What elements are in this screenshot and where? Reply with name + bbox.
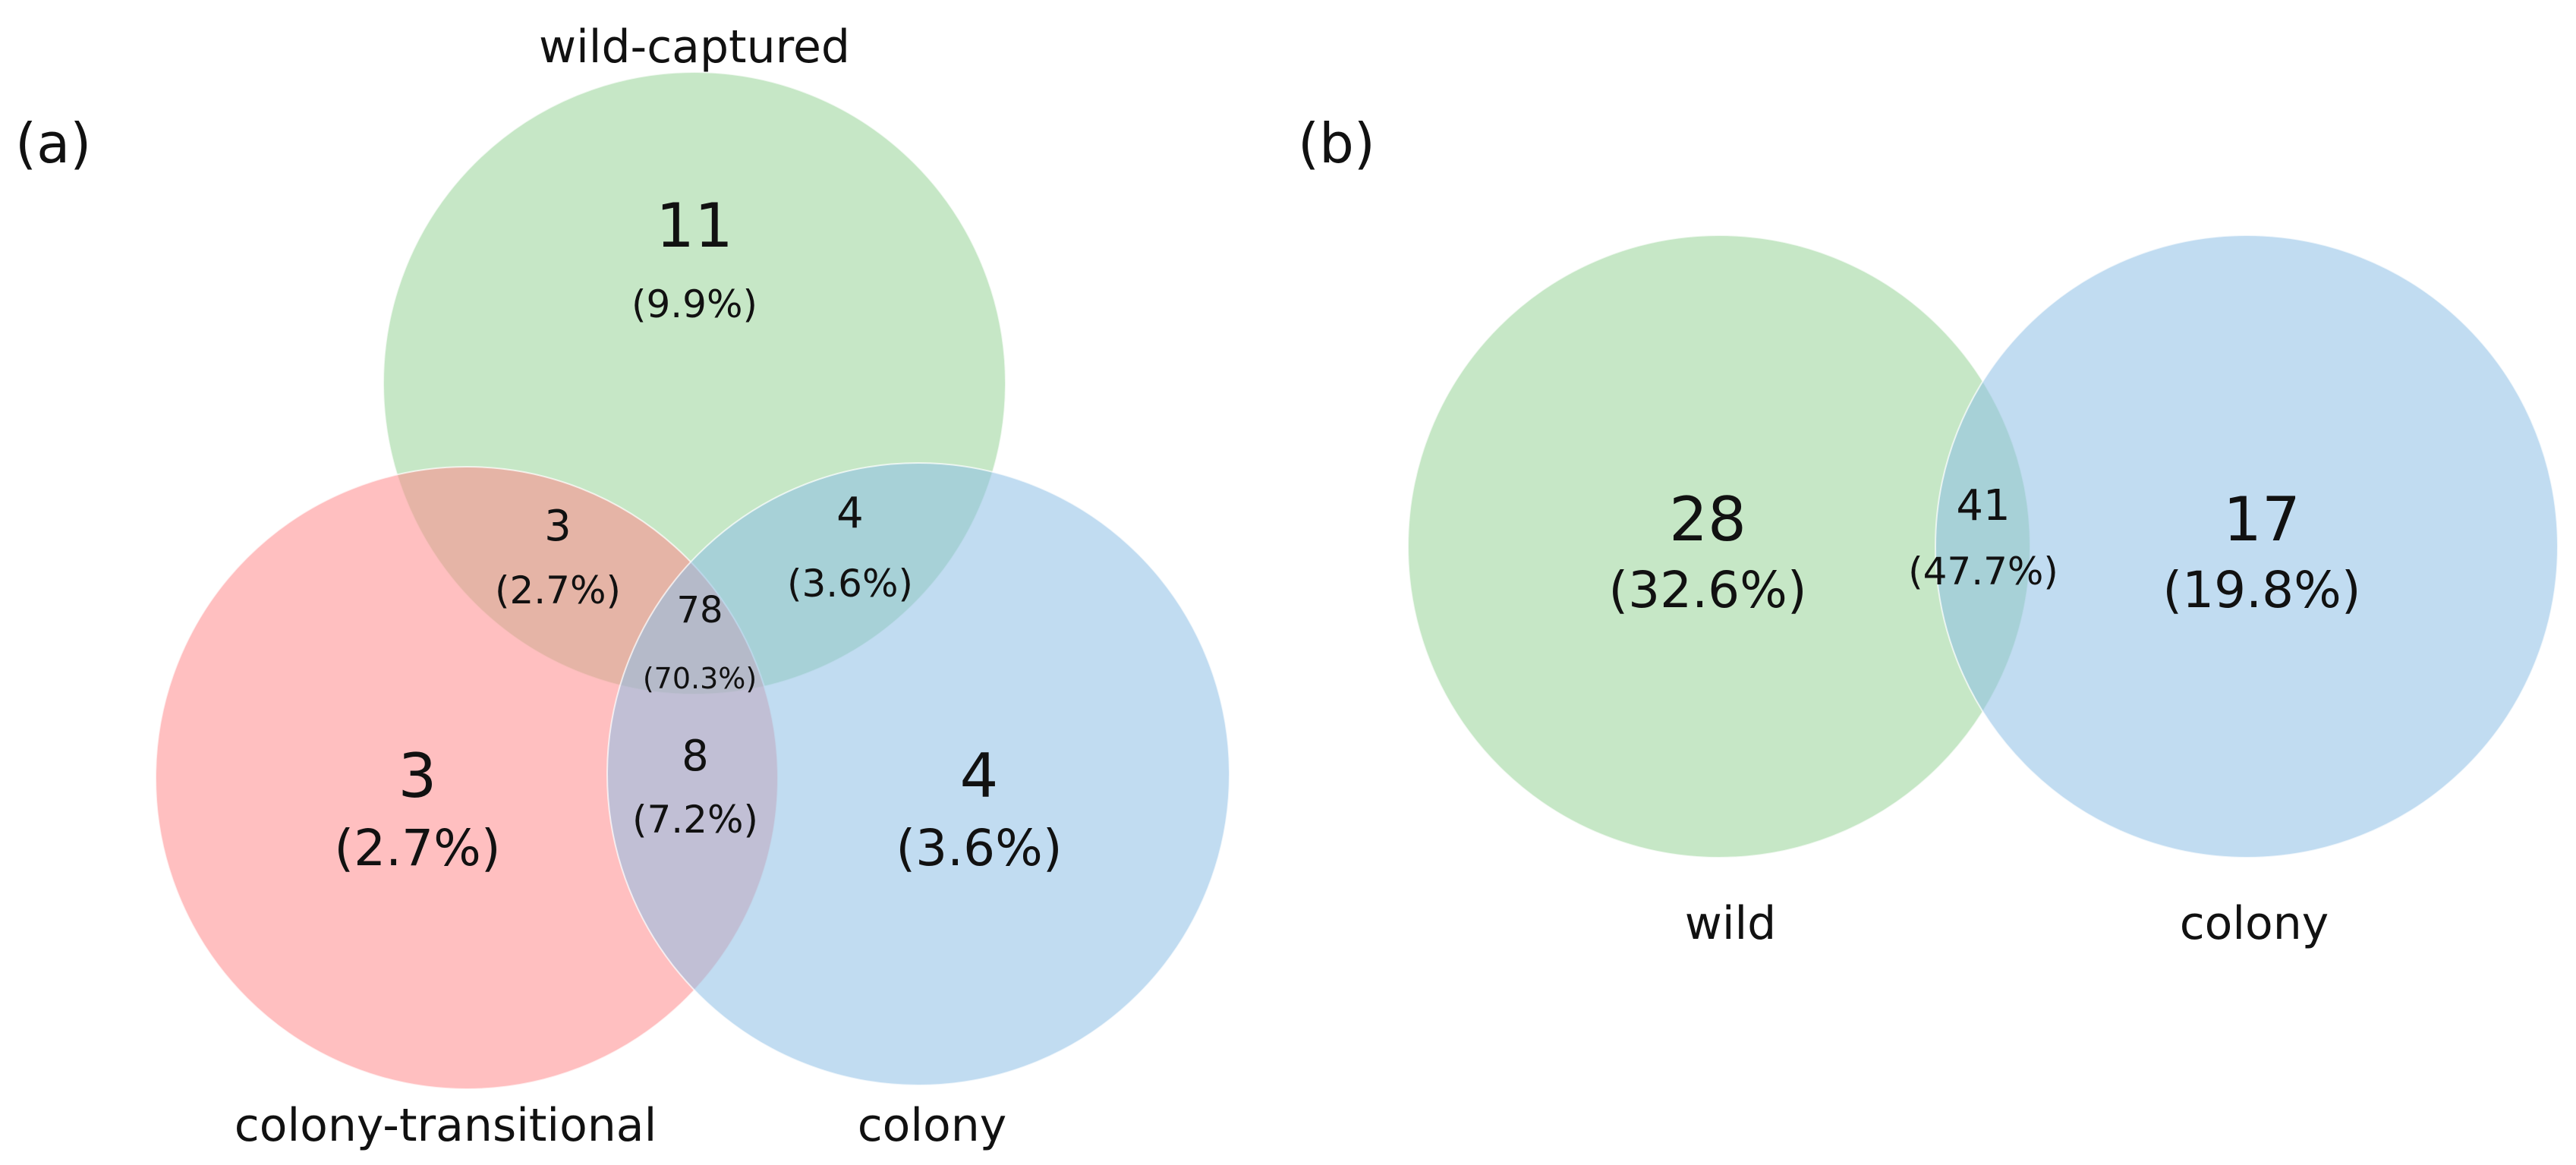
wild-label: wild xyxy=(1685,897,1777,950)
all-three-count: 78 xyxy=(676,589,723,631)
panel-a: (a) wild-captured colony-transitional co… xyxy=(15,20,1230,1152)
colony-only-percent-b: (19.8%) xyxy=(2162,561,2360,619)
panel-b-label: (b) xyxy=(1298,112,1375,175)
wild-only-count-b: 28 xyxy=(1669,484,1746,555)
colony-only-percent: (3.6%) xyxy=(896,819,1062,877)
transitional-colony-count: 8 xyxy=(682,732,709,781)
colony-circle xyxy=(606,462,1230,1086)
colony-label: colony xyxy=(858,1099,1007,1152)
wild-only-count: 11 xyxy=(656,190,733,261)
wild-colony-percent: (3.6%) xyxy=(787,562,913,606)
overlap-count: 41 xyxy=(1956,481,2010,531)
wild-transitional-count: 3 xyxy=(544,502,572,551)
colony-label-b: colony xyxy=(2180,897,2329,950)
wild-colony-count: 4 xyxy=(836,489,864,538)
panel-b: (b) wild colony 28 (32.6%) 41 (47.7%) 17… xyxy=(1298,112,2559,950)
all-three-percent: (70.3%) xyxy=(643,662,757,695)
wild-captured-label: wild-captured xyxy=(539,20,850,74)
colony-circle-b xyxy=(1935,235,2559,858)
colony-only-count-b: 17 xyxy=(2223,484,2300,555)
wild-transitional-percent: (2.7%) xyxy=(495,568,621,612)
colony-transitional-label: colony-transitional xyxy=(235,1099,657,1152)
transitional-only-count: 3 xyxy=(398,741,437,811)
wild-only-percent: (9.9%) xyxy=(631,282,757,326)
panel-a-label: (a) xyxy=(15,112,91,175)
transitional-colony-percent: (7.2%) xyxy=(632,798,758,842)
wild-only-percent-b: (32.6%) xyxy=(1608,561,1806,619)
transitional-only-percent: (2.7%) xyxy=(334,819,500,877)
overlap-percent: (47.7%) xyxy=(1908,549,2058,594)
colony-only-count: 4 xyxy=(960,741,999,811)
